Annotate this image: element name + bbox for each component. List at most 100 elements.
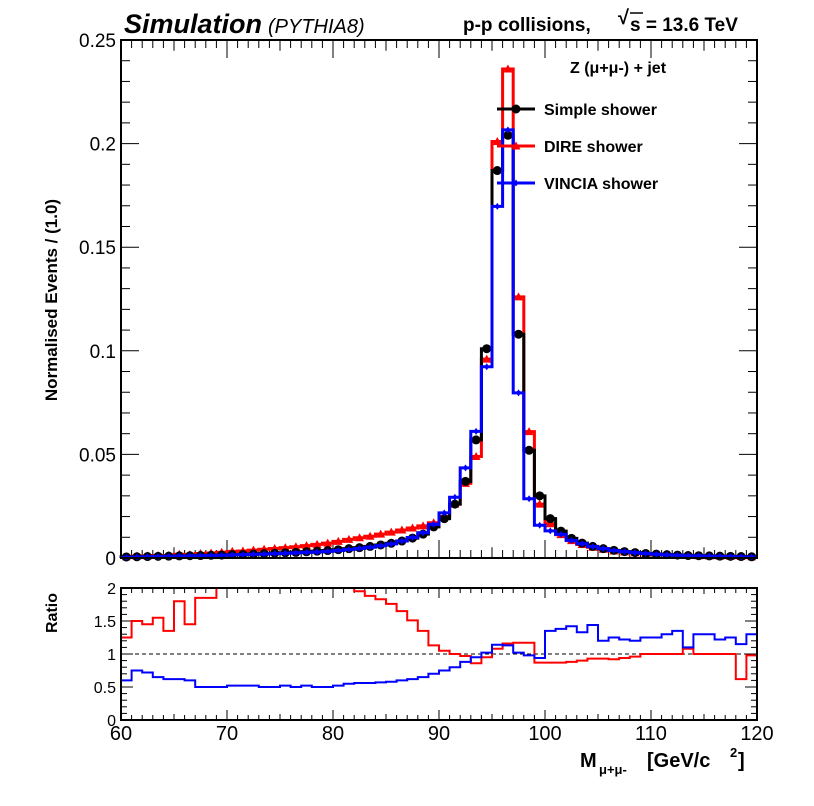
generator-label: (PYTHIA8) — [268, 16, 365, 38]
data-point-dire — [333, 536, 343, 545]
data-point-dire — [545, 519, 555, 528]
xlabel-units-close: ] — [738, 750, 745, 772]
simulation-label: Simulation — [124, 9, 262, 39]
data-point-vincia — [240, 551, 246, 559]
data-point-vincia — [653, 550, 659, 558]
collision-energy: s = 13.6 TeV — [630, 15, 738, 36]
data-point-vincia — [473, 427, 479, 435]
legend-label-dire: DIRE shower — [544, 139, 643, 156]
plot-title: Z (μ+μ-) + jet — [570, 60, 667, 77]
data-point-vincia — [272, 550, 278, 558]
data-point-vincia — [569, 536, 574, 544]
data-point-simple — [439, 514, 449, 524]
data-point-vincia — [632, 549, 638, 557]
data-point-vincia — [622, 548, 627, 556]
data-point-vincia — [463, 464, 468, 472]
data-point-dire — [482, 354, 492, 363]
data-point-vincia — [251, 550, 256, 558]
main-panel: Normalised Events / (1.0) 0 0.05 0.1 0.15 0.… — [42, 31, 758, 570]
ratio-ytick-label: 1 — [107, 647, 116, 664]
data-point-vincia — [579, 540, 585, 548]
ratio-xtick-label: 90 — [428, 723, 450, 745]
data-point-vincia — [452, 493, 458, 501]
data-point-dire — [386, 527, 396, 536]
legend-label-vincia: VINCIA shower — [544, 176, 658, 193]
data-point-dire — [535, 499, 545, 508]
data-point-dire — [323, 538, 333, 547]
data-point-dire — [302, 541, 311, 550]
data-point-vincia — [526, 495, 532, 503]
series-line-simple — [119, 133, 757, 559]
data-point-vincia — [537, 521, 543, 529]
data-point-dire — [492, 137, 502, 146]
series-line-dire — [119, 67, 757, 559]
ratio-xtick-label: 70 — [216, 723, 238, 745]
main-ytick-label: 0.15 — [79, 238, 116, 259]
data-point-dire — [397, 525, 407, 534]
data-point-simple — [524, 445, 534, 455]
series-dire — [119, 64, 757, 561]
ratio-xtick-label: 80 — [322, 723, 344, 745]
data-point-dire — [514, 292, 523, 301]
main-ylabel: Normalised Events / (1.0) — [42, 199, 61, 401]
data-point-vincia — [261, 550, 267, 558]
ratio-panel: Ratio 0 0.5 1 1.5 2 60 70 80 90 100 110 120 M μ+μ-… — [44, 581, 774, 777]
data-point-vincia — [664, 551, 670, 559]
data-point-simple — [461, 476, 470, 486]
data-point-vincia — [441, 509, 447, 517]
data-point-simple — [482, 344, 492, 354]
data-point-simple — [535, 491, 545, 501]
ratio-xtick-label: 120 — [740, 723, 773, 745]
data-point-vincia — [600, 545, 606, 553]
ratio-xtick-labels: 60 70 80 90 100 110 120 — [110, 723, 774, 745]
main-ytick-label: 0.1 — [90, 342, 116, 363]
data-point-vincia — [325, 547, 331, 555]
data-point-vincia — [357, 544, 362, 552]
data-point-simple — [503, 130, 513, 140]
ratio-series-vincia — [120, 623, 757, 720]
main-frame — [120, 39, 758, 559]
data-point-vincia — [505, 126, 511, 134]
main-ytick-label: 0.05 — [79, 445, 116, 466]
xlabel-subscript: μ+μ- — [599, 762, 627, 777]
legend-label-simple: Simple shower — [544, 102, 657, 119]
data-point-vincia — [293, 549, 299, 557]
data-point-simple — [492, 166, 502, 176]
ratio-ytick-label: 1.5 — [94, 614, 116, 631]
ratio-xtick-label: 110 — [635, 723, 667, 745]
data-point-dire — [365, 531, 375, 540]
data-point-vincia — [494, 202, 500, 210]
data-point-vincia — [229, 551, 235, 559]
main-ytick-label: 0 — [105, 549, 116, 570]
series-vincia — [119, 126, 757, 561]
data-point-vincia — [516, 389, 521, 397]
series-line-vincia — [119, 128, 757, 559]
ratio-xtick-label: 100 — [528, 723, 561, 745]
data-point-vincia — [304, 548, 309, 556]
data-point-simple — [545, 514, 555, 524]
main-axis-ticks — [120, 39, 758, 559]
data-point-vincia — [399, 537, 405, 545]
data-point-dire — [471, 451, 481, 460]
data-point-vincia — [282, 549, 288, 557]
legend-marker-dire — [511, 141, 521, 150]
ratio-ytick-label: 0.5 — [94, 680, 116, 697]
data-point-vincia — [335, 547, 341, 555]
xlabel-units: [GeV/c — [647, 750, 710, 772]
xlabel-units-superscript: 2 — [730, 745, 737, 760]
ratio-line-dire — [120, 587, 757, 720]
ratio-ytick-labels: 0 0.5 1 1.5 2 — [94, 581, 116, 730]
ratio-series-dire — [120, 587, 757, 720]
data-point-dire — [355, 533, 364, 542]
data-point-vincia — [611, 547, 617, 555]
data-point-dire — [344, 534, 354, 543]
sqrt-symbol: √ — [618, 7, 630, 29]
data-point-vincia — [378, 542, 384, 550]
ratio-xtick-label: 60 — [110, 723, 132, 745]
data-point-vincia — [388, 540, 394, 548]
data-point-vincia — [547, 527, 553, 535]
data-point-dire — [376, 529, 386, 538]
data-point-vincia — [314, 548, 320, 556]
data-point-dire — [503, 64, 513, 73]
